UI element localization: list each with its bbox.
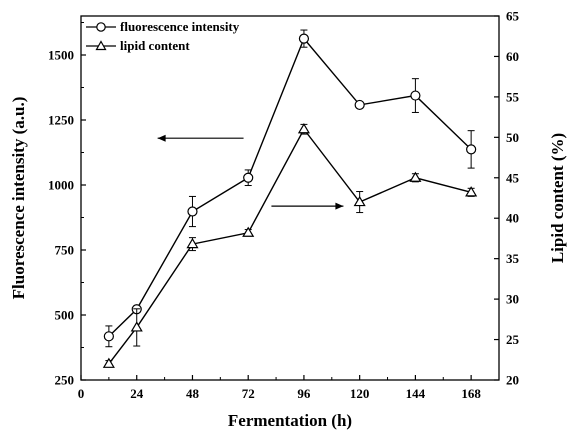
legend: fluorescence intensity lipid content xyxy=(86,19,240,53)
data-point-circle xyxy=(243,172,254,183)
left-y-tick-label: 1000 xyxy=(48,178,74,193)
x-axis-ticks: 0 24 48 72 96 120 144 168 xyxy=(78,375,481,401)
data-point-triangle xyxy=(102,357,115,368)
series-line-1 xyxy=(108,127,472,365)
data-point-circle xyxy=(103,331,114,342)
series-line-0 xyxy=(108,37,472,337)
left-y-tick-label: 1250 xyxy=(48,113,74,128)
data-point-triangle xyxy=(409,171,422,182)
left-y-axis-title: Fluorescence intensity (a.u.) xyxy=(9,97,28,300)
right-y-tick-label: 30 xyxy=(506,292,519,307)
left-y-tick-label: 750 xyxy=(55,243,75,258)
data-point-circle xyxy=(466,144,477,155)
plot-area-frame xyxy=(80,15,500,381)
data-point-triangle xyxy=(353,195,366,207)
data-point-circle xyxy=(298,33,310,44)
x-axis-title: Fermentation (h) xyxy=(228,411,352,430)
data-point-circle xyxy=(410,90,421,101)
x-tick-label: 168 xyxy=(461,386,481,401)
right-arrow-icon-head xyxy=(335,202,344,210)
series-layer xyxy=(102,29,478,368)
x-tick-label: 96 xyxy=(297,386,311,401)
legend-label-lipid: lipid content xyxy=(120,38,190,53)
left-y-tick-label: 250 xyxy=(55,373,75,388)
x-tick-label: 144 xyxy=(406,386,426,401)
right-y-tick-label: 25 xyxy=(506,332,520,347)
right-y-tick-label: 45 xyxy=(506,170,520,185)
x-tick-label: 120 xyxy=(350,386,370,401)
data-point-circle xyxy=(187,206,198,217)
left-y-tick-label: 1500 xyxy=(48,48,74,63)
right-y-axis-title: Lipid content (%) xyxy=(548,133,567,263)
right-y-tick-label: 65 xyxy=(506,9,520,24)
right-y-tick-label: 35 xyxy=(506,251,520,266)
x-tick-label: 0 xyxy=(78,386,85,401)
right-y-tick-label: 40 xyxy=(506,211,519,226)
right-y-tick-label: 55 xyxy=(506,89,520,104)
x-tick-label: 48 xyxy=(186,386,200,401)
left-y-axis-ticks: 250 500 750 1000 1250 1500 xyxy=(48,22,86,388)
arrow-layer xyxy=(157,134,344,210)
right-y-axis-ticks: 20 25 30 35 40 45 50 55 60 65 xyxy=(494,9,520,388)
legend-label-fluorescence: fluorescence intensity xyxy=(120,19,240,34)
data-point-triangle xyxy=(186,237,199,249)
right-y-tick-label: 60 xyxy=(506,49,519,64)
data-point-triangle xyxy=(130,321,143,332)
data-point-circle xyxy=(354,99,365,111)
x-tick-label: 24 xyxy=(130,386,144,401)
legend-marker-circle-icon xyxy=(96,22,106,32)
data-point-triangle xyxy=(242,226,255,237)
data-point-triangle xyxy=(465,186,478,197)
left-arrow-icon-head xyxy=(157,134,166,142)
right-y-tick-label: 20 xyxy=(506,373,519,388)
left-y-tick-label: 500 xyxy=(55,308,75,323)
data-point-triangle xyxy=(297,123,310,134)
x-tick-label: 72 xyxy=(242,386,255,401)
legend-marker-triangle-icon xyxy=(95,40,107,51)
right-y-tick-label: 50 xyxy=(506,130,519,145)
